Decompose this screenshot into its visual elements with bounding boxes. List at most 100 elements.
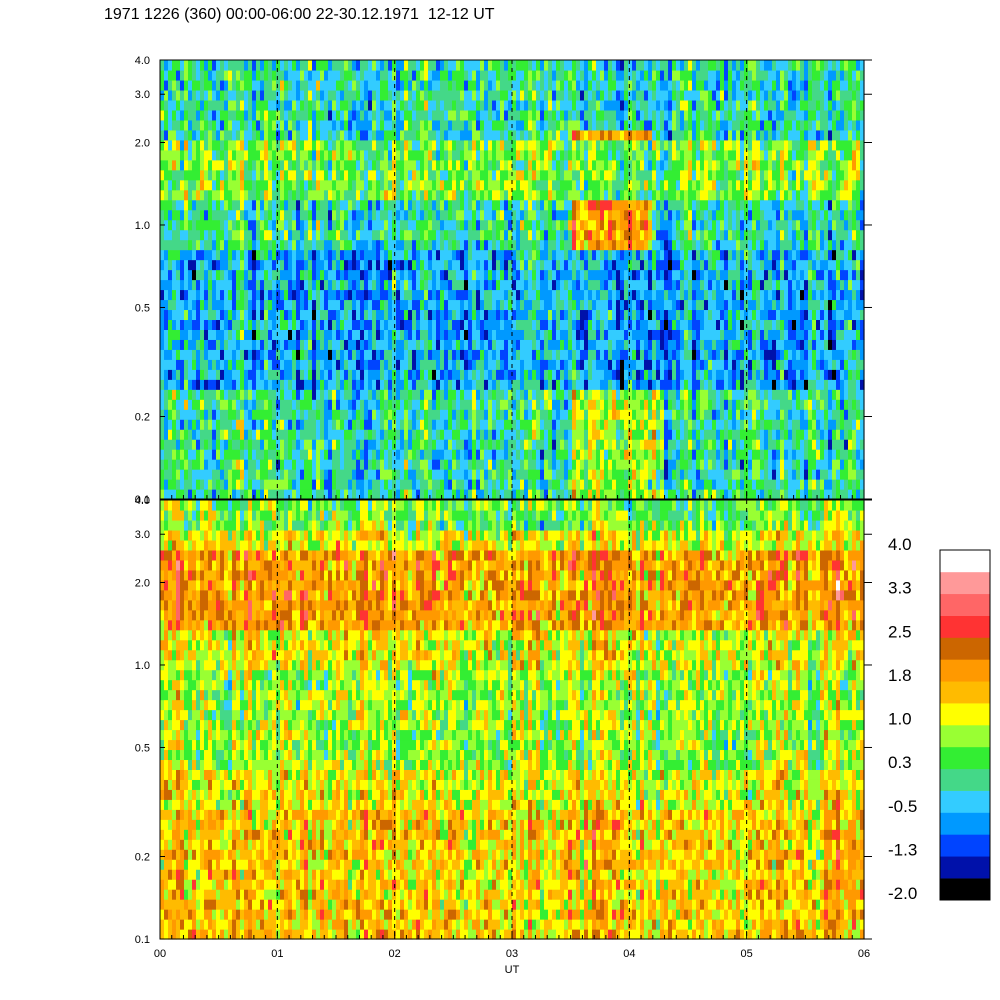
- heatmap-cell: [512, 379, 517, 390]
- heatmap-cell: [384, 469, 389, 480]
- heatmap-cell: [444, 319, 449, 330]
- heatmap-cell: [288, 179, 293, 191]
- heatmap-cell: [288, 69, 293, 81]
- heatmap-cell: [292, 339, 297, 350]
- heatmap-cell: [536, 199, 541, 211]
- heatmap-cell: [444, 419, 449, 430]
- heatmap-cell: [556, 299, 561, 311]
- heatmap-cell: [416, 189, 421, 201]
- heatmap-cell: [380, 189, 385, 201]
- heatmap-cell: [364, 79, 369, 91]
- heatmap-cell: [288, 439, 293, 450]
- heatmap-cell: [160, 399, 165, 410]
- heatmap-cell: [268, 60, 273, 71]
- heatmap-cell: [412, 259, 417, 271]
- heatmap-cell: [604, 459, 609, 470]
- heatmap-cell: [340, 239, 345, 251]
- heatmap-cell: [576, 99, 581, 111]
- heatmap-cell: [264, 60, 269, 71]
- heatmap-cell: [508, 219, 513, 231]
- heatmap-cell: [308, 119, 313, 131]
- heatmap-cell: [324, 399, 329, 410]
- heatmap-cell: [428, 389, 433, 400]
- heatmap-cell: [336, 129, 341, 141]
- heatmap-cell: [312, 439, 317, 450]
- heatmap-cell: [536, 479, 541, 490]
- heatmap-cell: [284, 179, 289, 191]
- heatmap-cell: [500, 199, 505, 211]
- heatmap-cell: [376, 489, 381, 500]
- heatmap-cell: [528, 399, 533, 410]
- heatmap-cell: [512, 139, 517, 151]
- heatmap-cell: [440, 219, 445, 231]
- heatmap-cell: [288, 369, 293, 380]
- heatmap-cell: [432, 89, 437, 101]
- heatmap-cell: [364, 399, 369, 410]
- heatmap-cell: [296, 309, 301, 321]
- heatmap-cell: [328, 149, 333, 161]
- heatmap-cell: [536, 399, 541, 410]
- heatmap-cell: [216, 139, 221, 151]
- heatmap-cell: [232, 159, 237, 171]
- heatmap-cell: [520, 269, 525, 281]
- heatmap-cell: [296, 249, 301, 261]
- heatmap-cell: [176, 359, 181, 370]
- heatmap-cell: [492, 289, 497, 301]
- heatmap-cell: [212, 139, 217, 151]
- heatmap-cell: [348, 109, 353, 121]
- heatmap-cell: [552, 259, 557, 271]
- heatmap-cell: [500, 179, 505, 191]
- heatmap-cell: [328, 269, 333, 281]
- heatmap-cell: [276, 459, 281, 470]
- heatmap-cell: [552, 489, 557, 500]
- heatmap-cell: [192, 249, 197, 261]
- heatmap-cell: [608, 259, 613, 271]
- heatmap-cell: [548, 139, 553, 151]
- heatmap-cell: [576, 159, 581, 171]
- heatmap-cell: [372, 459, 377, 470]
- heatmap-cell: [544, 279, 549, 291]
- heatmap-cell: [324, 79, 329, 91]
- heatmap-cell: [376, 409, 381, 420]
- heatmap-cell: [456, 229, 461, 241]
- heatmap-cell: [308, 379, 313, 390]
- heatmap-cell: [312, 419, 317, 430]
- heatmap-cell: [416, 299, 421, 311]
- heatmap-cell: [444, 209, 449, 221]
- heatmap-cell: [296, 219, 301, 231]
- heatmap-cell: [160, 269, 165, 281]
- heatmap-cell: [504, 479, 509, 490]
- heatmap-cell: [484, 439, 489, 450]
- heatmap-cell: [380, 449, 385, 460]
- heatmap-cell: [360, 439, 365, 450]
- heatmap-cell: [344, 139, 349, 151]
- heatmap-cell: [508, 149, 513, 161]
- heatmap-cell: [196, 489, 201, 500]
- heatmap-cell: [332, 489, 337, 500]
- heatmap-cell: [548, 229, 553, 241]
- heatmap-cell: [320, 369, 325, 380]
- heatmap-cell: [600, 219, 605, 231]
- heatmap-cell: [424, 399, 429, 410]
- heatmap-cell: [592, 399, 597, 410]
- heatmap-cell: [172, 369, 177, 380]
- heatmap-cell: [300, 159, 305, 171]
- heatmap-cell: [388, 109, 393, 121]
- heatmap-cell: [272, 249, 277, 261]
- heatmap-cell: [340, 89, 345, 101]
- heatmap-cell: [224, 169, 229, 181]
- heatmap-cell: [288, 129, 293, 141]
- heatmap-cell: [280, 209, 285, 221]
- heatmap-cell: [480, 449, 485, 460]
- heatmap-cell: [228, 359, 233, 370]
- heatmap-cell: [604, 469, 609, 480]
- heatmap-cell: [356, 219, 361, 231]
- heatmap-cell: [160, 489, 165, 500]
- heatmap-cell: [456, 249, 461, 261]
- heatmap-cell: [296, 99, 301, 111]
- heatmap-cell: [476, 99, 481, 111]
- heatmap-cell: [552, 389, 557, 400]
- heatmap-cell: [272, 319, 277, 330]
- heatmap-cell: [572, 309, 577, 321]
- heatmap-cell: [236, 459, 241, 470]
